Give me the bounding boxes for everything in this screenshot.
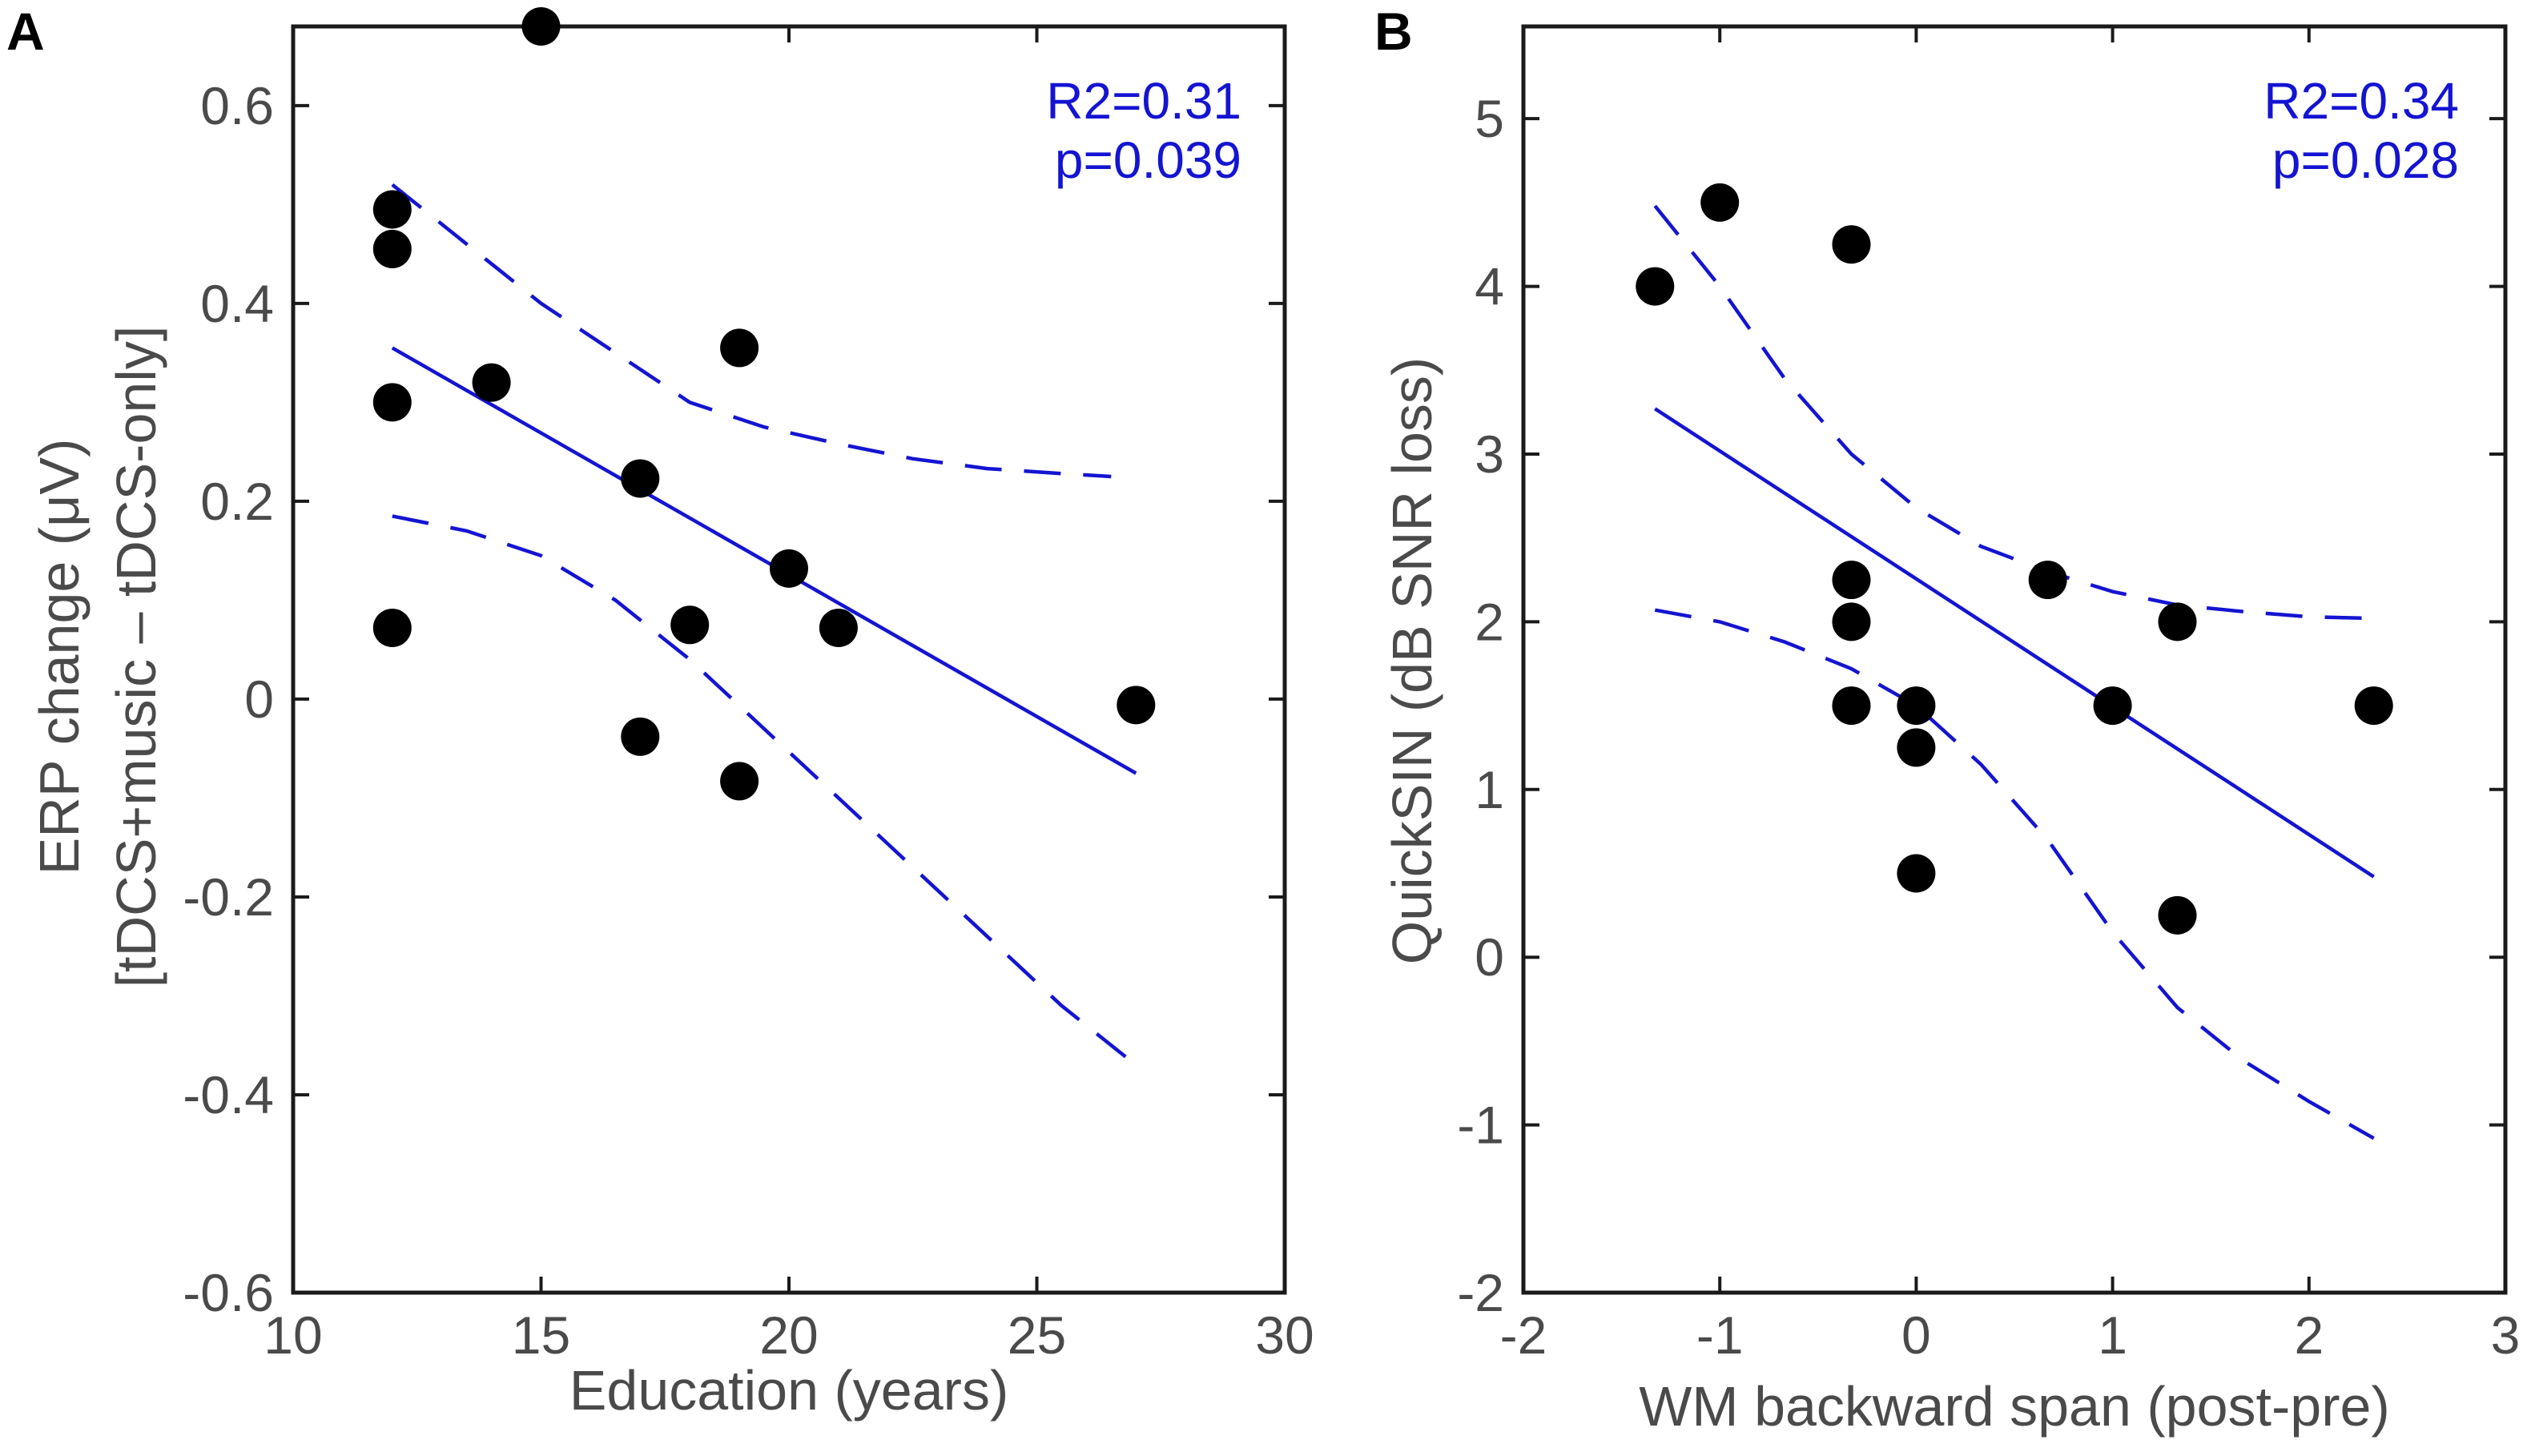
data-point [1832,602,1871,642]
data-point [372,383,412,422]
data-point [2158,895,2197,935]
ci-lower-line [1654,608,2375,1140]
data-point [621,717,660,756]
axes-frame [1521,24,2508,1295]
data-point [720,762,759,801]
data-point [2354,686,2393,726]
data-point [472,363,511,402]
x-tick-label: 0 [1901,1305,1931,1365]
axes-frame [291,24,1287,1295]
y-tick-label: 0.4 [200,274,274,333]
x-tick-label: 20 [759,1305,818,1365]
x-tick-label: 25 [1008,1305,1066,1365]
data-point [1832,561,1871,600]
x-tick-label: 2 [2294,1305,2324,1365]
y-tick-label: 0.6 [200,76,274,135]
regression-line [1654,407,2375,879]
panel-b: -2 -1 0 1 2 3 -2 -1 0 1 2 3 4 5 WM backward span (post… [1374,2,2520,1438]
panel-label: A [6,2,45,61]
y-tick-label: 0 [1475,927,1504,987]
y-axis-title: [tDCS+music – tDCS-only] [105,326,167,988]
y-tick-label: 5 [1475,89,1504,148]
y-tick-label: 0 [244,670,274,729]
x-axis-title: WM backward span (post-pre) [1639,1375,2390,1438]
data-point [521,7,561,46]
regression-line [391,346,1137,775]
stat-label: R2=0.31 [1046,72,1241,130]
y-tick-label: 1 [1475,760,1504,819]
x-tick-label: -2 [1500,1305,1547,1365]
data-point [819,608,858,647]
y-axis-title: QuickSIN (dB SNR loss) [1381,357,1443,964]
y-tick-label: -0.6 [183,1263,274,1322]
panel-label: B [1374,2,1413,61]
data-point [372,608,412,647]
data-point [372,229,412,268]
x-axis-title: Education (years) [569,1359,1009,1422]
data-point [1700,183,1740,222]
panel-a: 10 15 20 25 30 -0.6 -0.4 -0.2 0 0.2 0.4 0.6 Educatio… [6,2,1314,1422]
y-tick-label: -0.2 [183,867,274,927]
y-tick-label: -2 [1457,1263,1504,1322]
x-tick-label: 15 [512,1305,570,1365]
x-tick-label: 30 [1255,1305,1314,1365]
data-point [2093,686,2132,726]
data-point [1897,854,1936,893]
data-point [720,328,759,368]
y-tick-label: -1 [1457,1096,1504,1155]
stat-label: p=0.039 [1055,131,1241,189]
y-tick-label: -0.4 [183,1065,274,1124]
x-tick-label: 10 [264,1305,322,1365]
x-tick-label: 3 [2491,1305,2521,1365]
ci-lower-line [392,514,1137,1067]
data-point [621,459,660,498]
data-point [770,549,808,588]
data-point [1832,686,1871,726]
data-point [372,190,412,229]
data-point [1636,267,1675,306]
y-tick-label: 2 [1475,592,1504,651]
data-point [1117,686,1156,725]
data-point [1897,728,1936,767]
y-tick-label: 3 [1475,424,1504,484]
x-tick-label: -1 [1696,1305,1744,1365]
data-point [670,605,710,645]
stat-label: R2=0.34 [2263,72,2459,130]
y-tick-label: 0.2 [200,472,274,531]
data-point [2158,602,2197,642]
y-tick-label: 4 [1475,257,1504,316]
stat-label: p=0.028 [2272,131,2459,189]
ci-upper-line [1653,204,2374,621]
data-point [1897,686,1936,726]
ci-upper-line [391,183,1112,479]
x-tick-label: 1 [2098,1305,2127,1365]
data-point [2028,561,2067,600]
y-axis-title: ERP change (μV) [28,439,91,875]
data-point [1832,225,1871,264]
